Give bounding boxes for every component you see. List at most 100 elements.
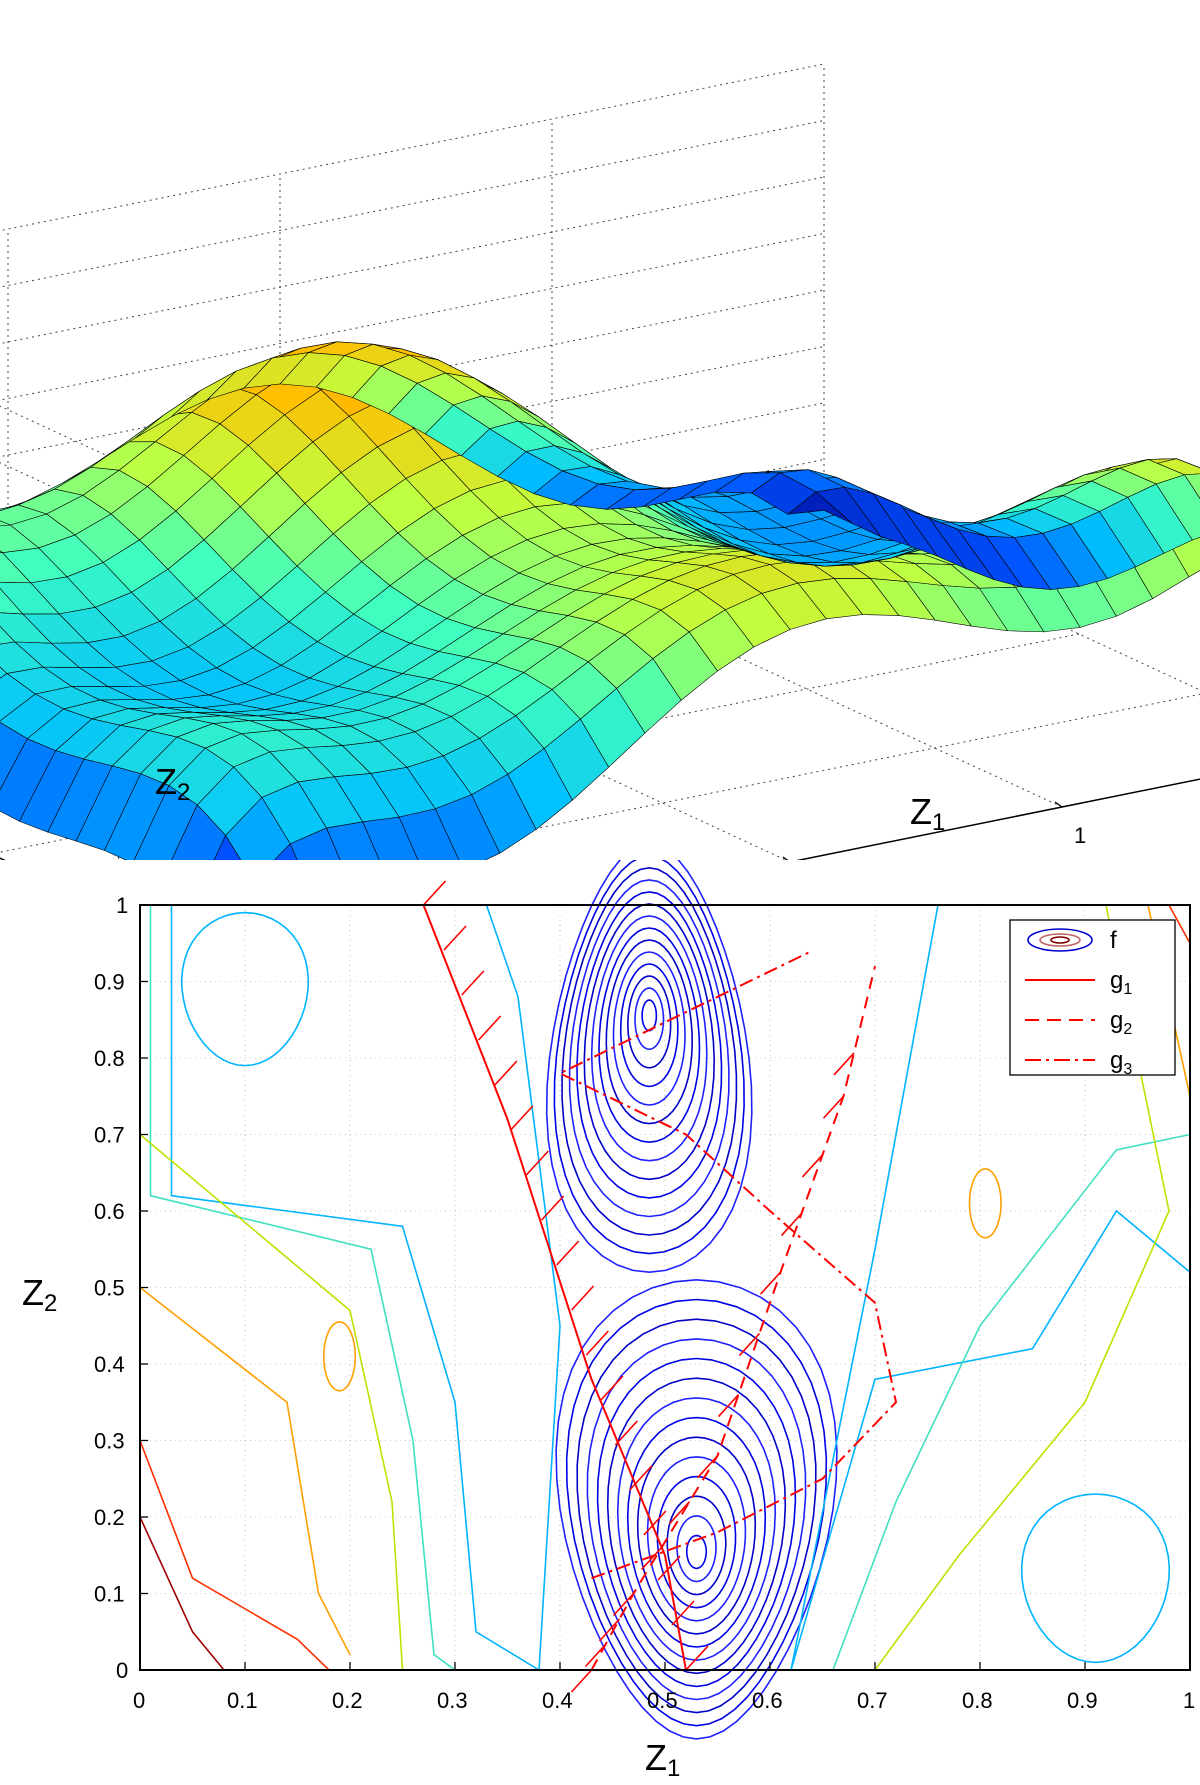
f-contour-line <box>636 1436 757 1635</box>
g2-hatch <box>717 1394 740 1418</box>
f-contour-line <box>656 1475 737 1609</box>
g1-hatch <box>629 1465 653 1491</box>
g1-hatch <box>671 1600 695 1626</box>
surface-patch <box>0 520 11 527</box>
f-contour-line <box>322 1321 357 1392</box>
g1-hatch <box>525 1150 549 1176</box>
f-contour-line <box>1168 904 1191 944</box>
g2-hatch <box>833 1052 855 1076</box>
grid-line <box>279 174 787 860</box>
g1-hatch <box>556 1240 580 1266</box>
g2-hatch <box>822 1095 845 1119</box>
g2-hatch <box>570 1669 593 1693</box>
grid-line <box>0 63 825 521</box>
y-tick-label: 0.8 <box>94 1046 125 1071</box>
x-tick-label: 0.2 <box>332 1688 363 1713</box>
f-contour-line <box>1020 1493 1171 1664</box>
y-tick-label: 0.4 <box>94 1352 125 1377</box>
g1-hatch <box>614 1420 638 1446</box>
legend-label: f <box>1110 927 1117 954</box>
g2-hatch <box>738 1332 761 1356</box>
f-contour-line <box>874 904 1170 1671</box>
f-contour-line <box>149 905 456 1671</box>
g1-hatch <box>510 1105 534 1131</box>
contour-xlabel: Z1 <box>645 1737 680 1782</box>
f-contour-line <box>641 999 658 1032</box>
f-contour-line <box>561 866 738 1236</box>
f-contour-line <box>553 860 745 1255</box>
g1-hatch <box>494 1060 518 1086</box>
g1-hatch <box>443 925 467 951</box>
g1-hatch <box>571 1285 595 1311</box>
g1-hatch <box>643 1510 667 1536</box>
surface-patch <box>0 550 4 554</box>
f-contour-line <box>832 1133 1191 1671</box>
legend-box <box>1009 919 1176 1076</box>
f-contour-line <box>590 915 708 1162</box>
grid-line <box>823 64 1200 691</box>
f-contour-line <box>605 939 694 1125</box>
f-contour-line <box>596 1357 797 1688</box>
legend-f-swatch <box>1039 933 1081 947</box>
f-contour-line <box>545 860 753 1274</box>
f-contour-line <box>619 963 679 1088</box>
x-tick-label: 0.7 <box>857 1688 888 1713</box>
contour-plot: 0 0.1 0.2 0.3 0.4 0.5 0.6 0.7 0.8 0.9 1 0 0.1 0.2 0.3 0… <box>22 860 1195 1782</box>
x-tick-label: 0.1 <box>227 1688 258 1713</box>
surface-plot: -2-10123456-2-1012-1-0.500.51 Z1 Z2 <box>0 63 1200 860</box>
g1-hatch <box>541 1195 565 1221</box>
floor-axis-line <box>0 778 1200 860</box>
x-tick-label: 1 <box>1183 1688 1195 1713</box>
f-contour-line <box>634 987 665 1051</box>
legend-label: g3 <box>1110 1047 1132 1078</box>
g1-hatch <box>685 1645 709 1671</box>
f-contour-line <box>576 1318 817 1714</box>
y-tick-label: 0.6 <box>94 1199 125 1224</box>
f-contour-line <box>626 1416 767 1648</box>
surface-ticks: -2-10123456-2-1012-1-0.500.51 <box>0 801 1086 860</box>
f-contour-line <box>612 951 686 1106</box>
y-tick-label: 0.3 <box>94 1429 125 1454</box>
g1-hatch <box>422 880 447 906</box>
x-tick-label: 0.9 <box>1067 1688 1098 1713</box>
legend-f-swatch <box>1027 928 1093 952</box>
x-tick-mark <box>782 856 789 860</box>
g1-hatch <box>657 1555 681 1581</box>
f-contour-line <box>616 1397 777 1662</box>
x-tick-label: 1 <box>1074 823 1086 848</box>
surface-patch <box>0 504 19 511</box>
grid-line <box>551 119 1063 808</box>
y-tick-label: 0.2 <box>94 1505 125 1530</box>
f-contour-line <box>676 1515 717 1583</box>
g2-hatch <box>584 1643 607 1668</box>
f-contour-line <box>586 1338 807 1701</box>
f-contour-line <box>568 879 730 1218</box>
legend: f g1 g2 g3 <box>1009 919 1176 1078</box>
f-contour-line <box>646 1456 747 1622</box>
g1-hatch <box>600 1375 624 1401</box>
f-contour-line <box>627 975 672 1069</box>
constraint-lines <box>422 880 898 1693</box>
surface-ylabel: Z2 <box>155 761 190 806</box>
g2-hatch <box>759 1271 782 1295</box>
x-tick-label: 0.3 <box>437 1688 468 1713</box>
contour-lines <box>139 860 1191 1740</box>
surface-patch <box>0 666 8 679</box>
y-tick-label: 0.9 <box>94 970 125 995</box>
contour-ticks: 0 0.1 0.2 0.3 0.4 0.5 0.6 0.7 0.8 0.9 1 0 0.1 0.2 0.3 0… <box>94 893 1195 1713</box>
g2-constraint-line <box>590 965 876 1671</box>
legend-label: g2 <box>1110 1007 1132 1038</box>
surface-patch <box>0 625 16 645</box>
x-tick-label: 0.8 <box>962 1688 993 1713</box>
f-contour-line <box>583 903 716 1181</box>
f-contour-line <box>666 1495 727 1596</box>
x-tick-label: 0.5 <box>647 1688 678 1713</box>
f-contour-line <box>598 927 701 1144</box>
y-tick-label: 0.5 <box>94 1276 125 1301</box>
g2-hatch <box>668 1501 691 1525</box>
f-contour-line <box>139 1286 351 1656</box>
legend-f-swatch <box>1050 936 1070 944</box>
f-contour-line <box>555 1278 838 1740</box>
y-tick-label: 1 <box>116 893 128 918</box>
surface-mesh <box>0 341 1200 860</box>
